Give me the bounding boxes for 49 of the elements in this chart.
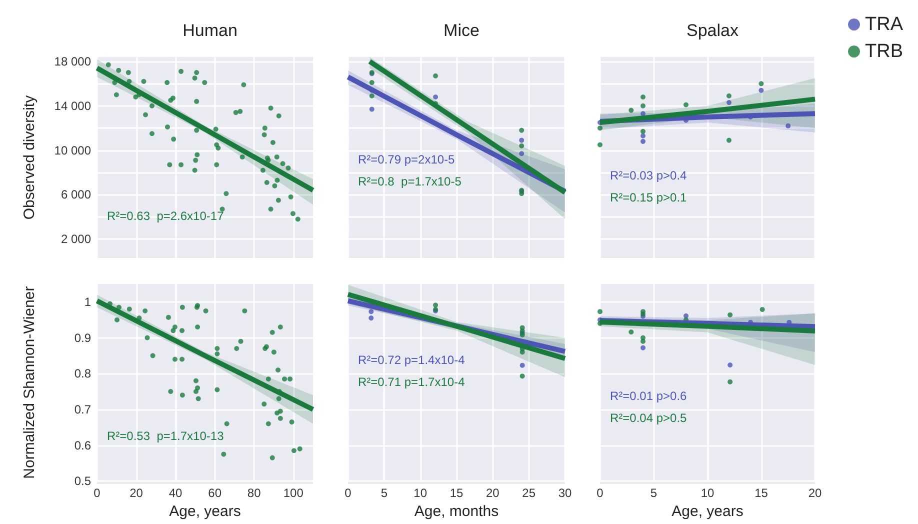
y-axis-title: Normalized Shannon-Wiener xyxy=(21,286,38,479)
y-tick-label: 0.6 xyxy=(74,438,92,452)
annotation: R²=0.79 p=2x10-5 xyxy=(358,152,456,167)
annotation: R²=0.8 p=1.7x10-5 xyxy=(358,174,462,189)
x-axis-title: Age, years xyxy=(169,503,241,520)
x-tick-label: 60 xyxy=(208,486,222,500)
annotation: R²=0.15 p>0.1 xyxy=(610,190,688,205)
x-tick-label: 25 xyxy=(522,486,536,500)
x-tick-label: 15 xyxy=(754,486,768,500)
x-tick-label: 15 xyxy=(450,486,464,500)
x-tick-label: 20 xyxy=(130,486,144,500)
annotation: R²=0.04 p>0.5 xyxy=(610,411,688,425)
y-tick-label: 14 000 xyxy=(54,98,92,113)
x-tick-label: 0 xyxy=(596,486,604,500)
legend-label: TRA xyxy=(865,14,904,35)
y-tick-label: 0.8 xyxy=(74,366,92,381)
y-tick-label: 6 000 xyxy=(60,188,92,202)
x-tick-label: 100 xyxy=(283,486,304,500)
x-tick-label: 20 xyxy=(486,486,500,500)
x-tick-label: 10 xyxy=(414,486,428,500)
x-tick-label: 80 xyxy=(247,486,262,500)
y-tick-label: 0.9 xyxy=(74,330,92,345)
y-tick-label: 0.5 xyxy=(74,474,92,488)
x-axis-title: Age, months xyxy=(414,503,499,520)
annotation: R²=0.63 p=2.6x10-17 xyxy=(107,208,224,223)
y-axis-title: Observed diversity xyxy=(21,94,38,220)
y-tick-label: 1 xyxy=(84,294,92,309)
x-tick-label: 40 xyxy=(168,486,183,500)
annotation: R²=0.71 p=1.7x10-4 xyxy=(358,375,466,389)
chart-title: Mice xyxy=(444,21,480,40)
y-tick-label: 0.7 xyxy=(74,402,92,416)
annotation: R²=0.53 p=1.7x10-13 xyxy=(107,429,224,443)
x-tick-label: 5 xyxy=(650,486,658,500)
legend-label: TRB xyxy=(865,41,903,62)
chart-title: Human xyxy=(182,21,238,40)
chart-title: Spalax xyxy=(686,21,739,40)
annotation: R²=0.03 p>0.4 xyxy=(610,168,688,183)
y-tick-label: 18 000 xyxy=(54,54,92,68)
y-tick-label: 2 000 xyxy=(60,232,92,246)
y-tick-label: 10 000 xyxy=(54,143,92,158)
x-tick-label: 20 xyxy=(808,486,822,500)
x-tick-label: 5 xyxy=(380,486,388,500)
x-tick-label: 0 xyxy=(94,486,101,500)
x-axis-title: Age, years xyxy=(672,503,744,520)
x-tick-label: 0 xyxy=(344,486,352,500)
annotation: R²=0.01 p>0.6 xyxy=(610,389,688,403)
x-tick-label: 30 xyxy=(558,486,572,500)
x-tick-label: 10 xyxy=(700,486,714,500)
annotation: R²=0.72 p=1.4x10-4 xyxy=(358,353,466,367)
